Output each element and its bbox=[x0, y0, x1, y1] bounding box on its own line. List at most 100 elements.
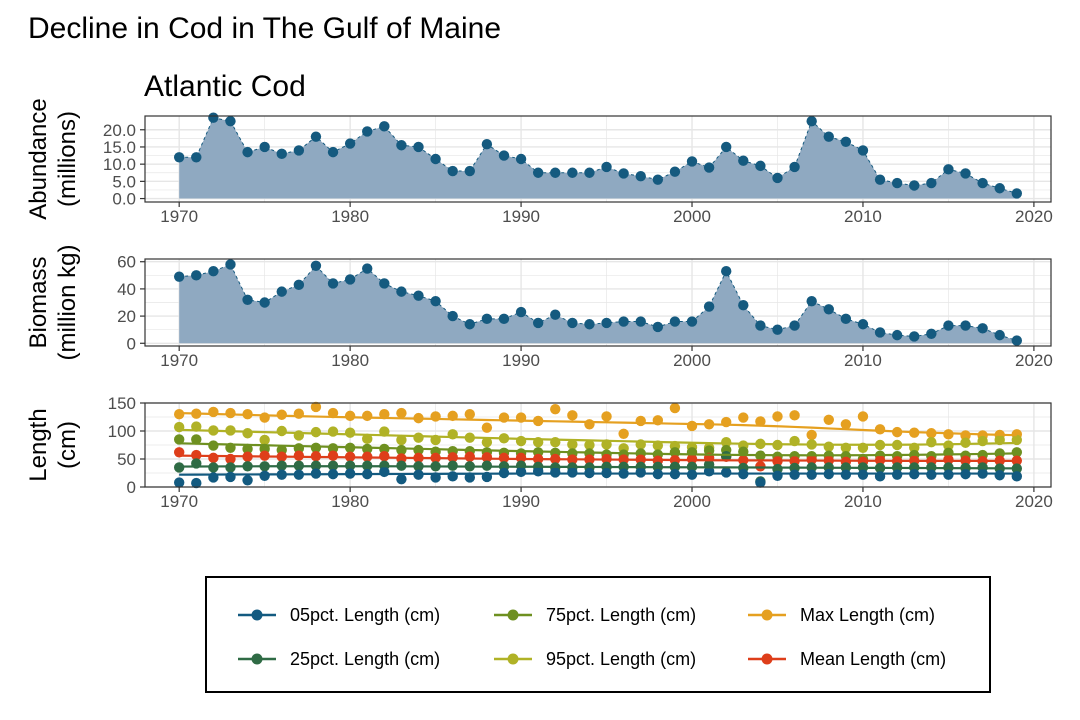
data-point bbox=[242, 146, 253, 158]
data-point bbox=[208, 112, 219, 123]
data-point bbox=[242, 443, 253, 455]
data-point bbox=[396, 140, 407, 151]
data-point bbox=[259, 141, 270, 153]
data-point bbox=[755, 416, 766, 427]
data-point bbox=[806, 469, 817, 480]
data-point bbox=[874, 327, 886, 338]
data-point bbox=[601, 161, 612, 173]
data-point bbox=[344, 138, 356, 149]
data-point bbox=[242, 294, 253, 305]
y-tick-label: 150 bbox=[108, 394, 136, 413]
data-point bbox=[173, 271, 185, 282]
trend-line bbox=[179, 428, 1017, 446]
x-tick-label: 1980 bbox=[331, 207, 369, 226]
y-tick-label: 0 bbox=[127, 478, 136, 497]
data-point bbox=[669, 402, 681, 414]
legend-key-point bbox=[507, 609, 519, 621]
legend-key-point bbox=[761, 609, 773, 621]
data-point bbox=[310, 131, 322, 142]
data-point bbox=[857, 411, 869, 422]
data-point bbox=[977, 323, 988, 334]
data-point bbox=[806, 429, 817, 441]
data-point bbox=[823, 304, 834, 315]
x-tick-label: 2020 bbox=[1015, 492, 1053, 511]
data-point bbox=[379, 466, 390, 478]
data-point bbox=[276, 148, 287, 160]
data-point bbox=[909, 180, 920, 191]
data-point bbox=[994, 183, 1005, 194]
data-point bbox=[464, 319, 475, 330]
data-point bbox=[755, 320, 766, 331]
legend-key-point bbox=[251, 609, 263, 621]
data-point bbox=[789, 469, 800, 480]
data-point bbox=[515, 435, 527, 447]
trend-line bbox=[179, 454, 1017, 463]
data-point bbox=[225, 471, 236, 483]
data-point bbox=[362, 443, 373, 455]
legend-label: 95pct. Length (cm) bbox=[546, 649, 696, 669]
legend-key-point bbox=[251, 653, 263, 665]
legend-item: 75pct. Length (cm) bbox=[494, 605, 696, 625]
data-point bbox=[635, 415, 646, 427]
panel-border bbox=[144, 115, 1052, 203]
data-point bbox=[515, 466, 527, 478]
chart-subtitle: Atlantic Cod bbox=[144, 70, 306, 103]
data-point bbox=[823, 131, 834, 142]
data-point bbox=[960, 437, 971, 448]
data-point bbox=[327, 426, 339, 437]
data-point bbox=[430, 295, 441, 307]
y-axis-label: Abundance bbox=[25, 98, 52, 219]
data-point bbox=[481, 437, 493, 448]
data-point bbox=[943, 454, 954, 465]
data-point bbox=[327, 278, 339, 289]
data-point bbox=[225, 407, 236, 419]
length-panel: 1970 1980 1990 2000 2010 2020 0 50 100 150 Length(… bbox=[25, 394, 1053, 511]
legend-key-point bbox=[761, 653, 773, 665]
y-tick-label: 0.0 bbox=[112, 190, 136, 209]
data-point bbox=[276, 286, 287, 297]
data-point bbox=[276, 425, 287, 437]
data-point bbox=[652, 321, 664, 333]
legend-label: Max Length (cm) bbox=[800, 605, 935, 625]
data-point bbox=[413, 290, 424, 301]
data-point bbox=[464, 451, 475, 462]
data-point bbox=[840, 313, 852, 325]
data-point bbox=[806, 115, 817, 127]
data-point bbox=[618, 316, 629, 327]
data-point bbox=[173, 477, 185, 488]
data-point bbox=[703, 301, 715, 312]
y-tick-label: 50 bbox=[117, 450, 136, 469]
data-point bbox=[191, 477, 202, 489]
x-tick-label: 1990 bbox=[502, 492, 540, 511]
legend: 05pct. Length (cm) 75pct. Length (cm) Max … bbox=[205, 576, 991, 693]
data-point bbox=[772, 324, 783, 335]
data-point bbox=[532, 317, 544, 329]
x-tick-label: 1970 bbox=[160, 351, 198, 370]
data-point bbox=[396, 286, 407, 297]
data-point bbox=[191, 270, 202, 281]
legend-item: 95pct. Length (cm) bbox=[494, 649, 696, 669]
data-point bbox=[379, 409, 390, 420]
data-point bbox=[703, 162, 715, 173]
data-point bbox=[789, 161, 800, 173]
data-point bbox=[584, 419, 595, 430]
data-point bbox=[362, 126, 373, 137]
x-tick-label: 1980 bbox=[331, 492, 369, 511]
data-point bbox=[926, 469, 937, 480]
legend-label: 25pct. Length (cm) bbox=[290, 649, 440, 669]
data-point bbox=[823, 414, 834, 425]
data-point bbox=[601, 411, 612, 422]
data-point bbox=[994, 329, 1005, 341]
y-tick-label: 60 bbox=[117, 253, 136, 272]
data-point bbox=[738, 300, 749, 311]
data-point bbox=[344, 274, 356, 285]
x-tick-label: 2020 bbox=[1015, 207, 1053, 226]
data-point bbox=[960, 320, 971, 331]
data-point bbox=[567, 167, 578, 178]
x-tick-label: 2020 bbox=[1015, 351, 1053, 370]
data-point bbox=[840, 469, 852, 480]
data-point bbox=[789, 320, 800, 331]
data-point bbox=[806, 295, 817, 307]
data-point bbox=[259, 412, 270, 423]
area-fill bbox=[179, 117, 1017, 199]
